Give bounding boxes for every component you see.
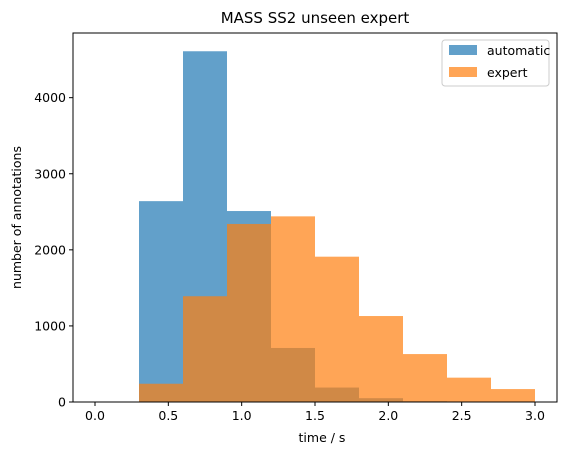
bar-expert-7 bbox=[403, 354, 447, 402]
legend-label-expert: expert bbox=[487, 65, 528, 80]
bar-expert-8 bbox=[447, 377, 491, 402]
legend-swatch-automatic bbox=[449, 45, 477, 55]
legend: automatic expert bbox=[441, 39, 550, 87]
y-tick-label: 0 bbox=[58, 395, 66, 410]
legend-swatch-expert bbox=[449, 67, 477, 77]
y-tick-label: 3000 bbox=[34, 166, 66, 181]
bar-expert-5 bbox=[315, 256, 359, 402]
y-axis-ticks: 0 1000 2000 3000 4000 bbox=[34, 90, 73, 410]
bar-expert-1 bbox=[139, 383, 183, 402]
x-tick-label: 2.0 bbox=[378, 408, 398, 423]
y-axis-label: number of annotations bbox=[9, 146, 24, 289]
chart-title: MASS SS2 unseen expert bbox=[221, 9, 410, 27]
bar-expert-2 bbox=[183, 296, 227, 402]
x-axis-ticks: 0.0 0.5 1.0 1.5 2.0 2.5 3.0 bbox=[85, 402, 545, 423]
x-tick-label: 2.5 bbox=[452, 408, 472, 423]
x-tick-label: 3.0 bbox=[525, 408, 545, 423]
x-tick-label: 1.5 bbox=[305, 408, 325, 423]
x-tick-label: 0.5 bbox=[158, 408, 178, 423]
y-tick-label: 1000 bbox=[34, 318, 66, 333]
bar-automatic-1 bbox=[139, 201, 183, 402]
x-tick-label: 1.0 bbox=[232, 408, 252, 423]
bar-expert-6 bbox=[359, 316, 403, 402]
y-tick-label: 4000 bbox=[34, 90, 66, 105]
bar-expert-3 bbox=[227, 223, 271, 402]
legend-label-automatic: automatic bbox=[487, 43, 550, 58]
bar-expert-4 bbox=[271, 216, 315, 402]
y-tick-label: 2000 bbox=[34, 242, 66, 257]
bar-expert-9 bbox=[491, 389, 535, 402]
x-axis-label: time / s bbox=[299, 430, 346, 445]
bars-layer bbox=[139, 51, 535, 402]
x-tick-label: 0.0 bbox=[85, 408, 105, 423]
